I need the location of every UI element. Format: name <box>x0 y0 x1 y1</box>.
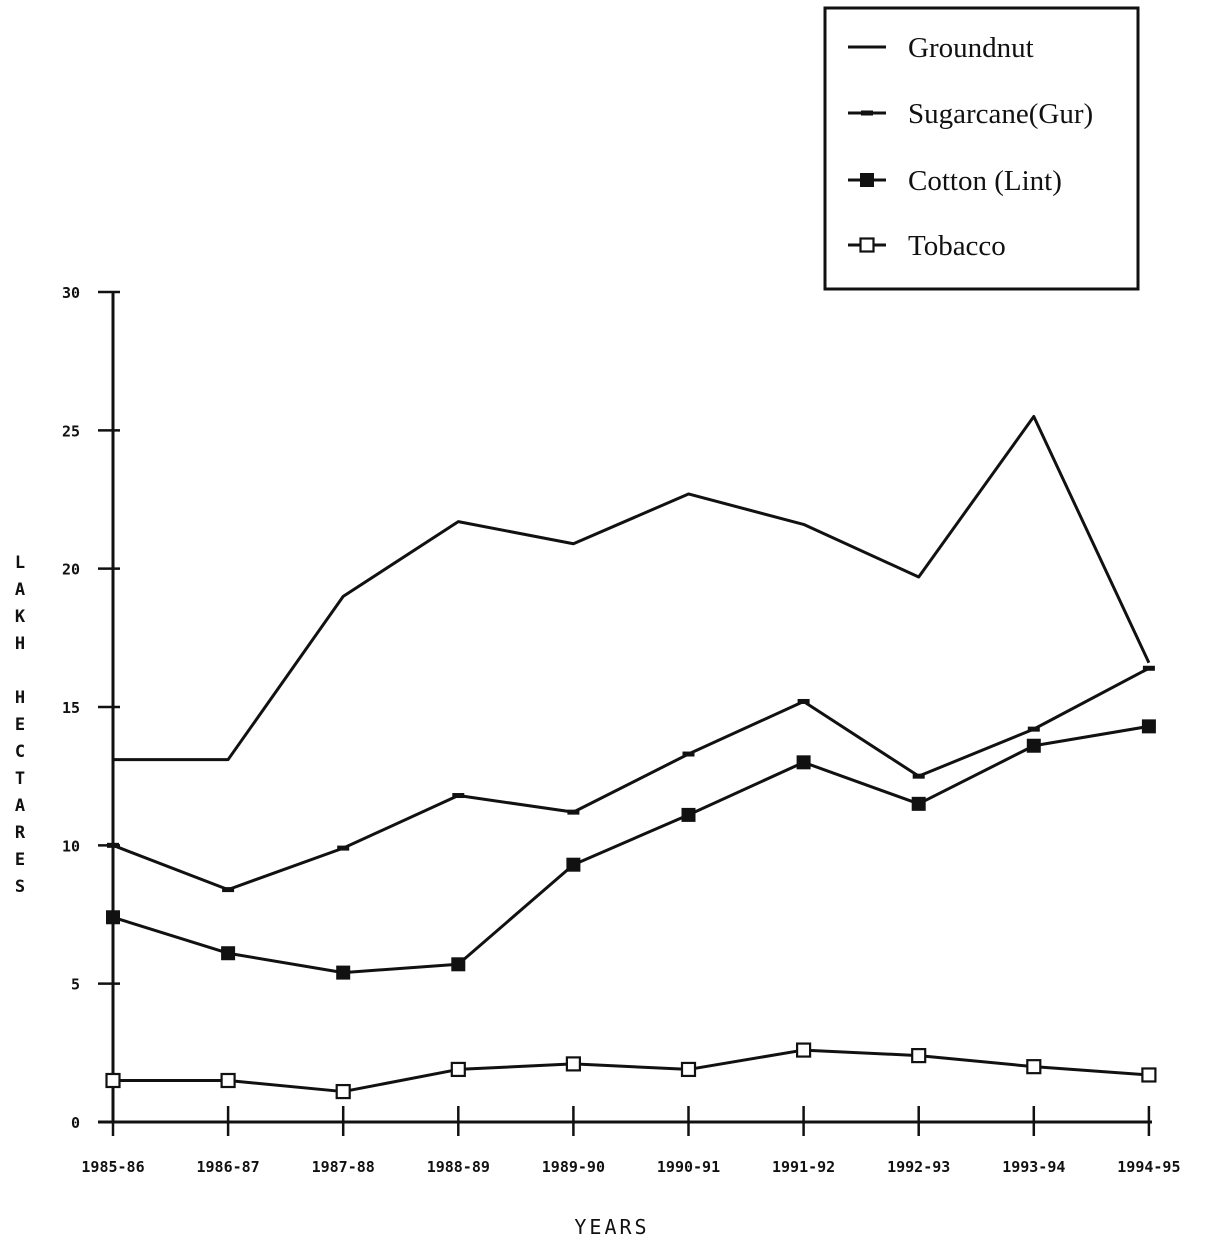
cotton-lint-marker <box>1141 719 1156 734</box>
x-tick-label: 1990-91 <box>657 1158 720 1176</box>
tobacco-marker <box>1141 1067 1157 1083</box>
y-tick-label: 0 <box>71 1114 80 1132</box>
y-axis-label-letter: C <box>15 742 25 762</box>
y-axis-label-letter: H <box>15 688 25 708</box>
x-tick-label: 1987-88 <box>312 1158 375 1176</box>
tobacco-marker <box>105 1072 121 1089</box>
y-tick-label: 25 <box>62 422 80 440</box>
y-axis-label-letter: H <box>15 634 25 654</box>
y-axis-label-letter: K <box>15 607 26 627</box>
y-axis-label-letter: T <box>15 769 25 789</box>
cotton-lint-marker <box>336 965 351 980</box>
axes <box>98 292 1152 1124</box>
x-ticks: 1985-86 1986-87 1987-88 1988-89 1989-90 1990-… <box>81 1106 1181 1176</box>
y-axis-label-letter: S <box>15 877 25 897</box>
tobacco-marker <box>565 1056 582 1072</box>
y-axis-label-letter: A <box>15 580 25 600</box>
y-tick-label: 20 <box>62 561 80 579</box>
sugarcane-gur-line <box>112 666 1150 892</box>
y-axis-label-letter: R <box>15 823 26 843</box>
y-axis-label-letter: L <box>15 553 25 573</box>
cotton-lint-line <box>112 724 1150 975</box>
tobacco-marker <box>220 1072 236 1089</box>
y-axis-label-letter: E <box>15 715 25 735</box>
x-tick-label: 1985-86 <box>81 1158 144 1176</box>
x-tick-label: 1992-93 <box>887 1158 950 1176</box>
tobacco-marker <box>795 1042 812 1058</box>
legend-groundnut-label: Groundnut <box>908 32 1034 64</box>
legend: Groundnut Sugarcane(Gur) Cotton (Lint) Toba… <box>823 6 1140 291</box>
y-tick-label: 10 <box>62 837 80 855</box>
tobacco-marker <box>911 1047 927 1064</box>
cotton-lint-marker <box>796 755 811 770</box>
x-tick-label: 1993-94 <box>1002 1158 1065 1176</box>
cotton-lint-marker <box>1026 738 1041 753</box>
y-tick-label: 5 <box>71 976 80 994</box>
series-lines <box>112 415 1151 1094</box>
cotton-lint-marker <box>911 796 926 811</box>
groundnut-line <box>113 415 1151 762</box>
x-tick-label: 1986-87 <box>196 1158 259 1176</box>
y-axis-label-letter: E <box>15 850 25 870</box>
cotton-lint-marker <box>106 910 120 925</box>
legend-cotton-lint-label: Cotton (Lint) <box>908 165 1062 197</box>
x-tick-label: 1994-95 <box>1117 1158 1180 1176</box>
x-axis-label: YEARS <box>574 1215 649 1239</box>
tobacco-marker <box>450 1061 466 1078</box>
x-tick-label: 1991-92 <box>772 1158 835 1176</box>
tobacco-marker <box>335 1083 351 1100</box>
legend-cotton-lint-marker <box>860 173 874 187</box>
legend-box <box>823 6 1140 291</box>
cotton-lint-marker <box>451 957 466 972</box>
y-axis-label-letter: A <box>15 796 25 816</box>
series-markers <box>105 665 1157 1100</box>
tobacco-line <box>113 1048 1150 1094</box>
y-tick-label: 15 <box>62 699 80 717</box>
cotton-lint-marker <box>566 857 581 872</box>
legend-sugarcane-gur-label: Sugarcane(Gur) <box>908 98 1093 130</box>
cotton-lint-marker <box>221 946 236 961</box>
y-ticks: 0 5 10 15 20 25 30 <box>62 284 120 1132</box>
cotton-lint-marker <box>681 807 696 822</box>
legend-tobacco-label: Tobacco <box>908 230 1006 262</box>
y-tick-label: 30 <box>62 284 80 302</box>
legend-tobacco-marker <box>859 237 875 253</box>
x-tick-label: 1988-89 <box>427 1158 490 1176</box>
x-tick-label: 1989-90 <box>542 1158 605 1176</box>
tobacco-marker <box>1026 1059 1042 1075</box>
tobacco-marker <box>680 1061 697 1078</box>
